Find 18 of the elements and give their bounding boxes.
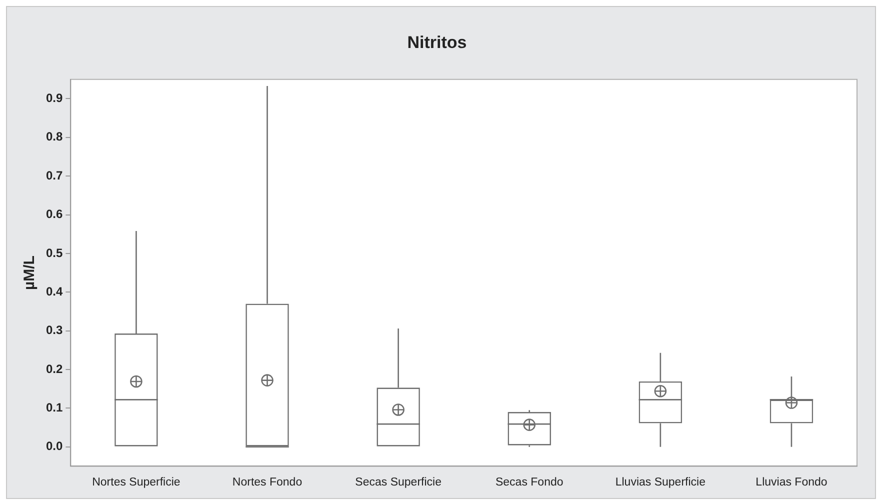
y-axis-title: µM/L xyxy=(21,256,38,290)
y-tick-label: 0.8 xyxy=(46,130,63,144)
x-tick-label: Lluvias Fondo xyxy=(756,476,828,488)
y-tick-label: 0.9 xyxy=(46,91,63,106)
x-tick-label: Nortes Fondo xyxy=(232,476,302,488)
y-tick-label: 0.4 xyxy=(46,284,63,298)
x-tick-label: Nortes Superficie xyxy=(92,476,180,488)
y-tick-label: 0.5 xyxy=(46,246,63,260)
x-tick-label: Lluvias Superficie xyxy=(615,476,706,488)
y-tick-label: 0.0 xyxy=(46,439,63,454)
y-tick-label: 0.7 xyxy=(46,168,63,182)
x-tick-label: Secas Fondo xyxy=(495,476,564,488)
y-tick-label: 0.1 xyxy=(46,400,63,414)
y-tick-label: 0.3 xyxy=(46,323,63,338)
chart-title: Nitritos xyxy=(407,32,467,52)
y-tick-label: 0.2 xyxy=(46,362,63,376)
x-tick-label: Secas Superficie xyxy=(355,476,442,488)
y-tick-label: 0.6 xyxy=(46,207,63,222)
